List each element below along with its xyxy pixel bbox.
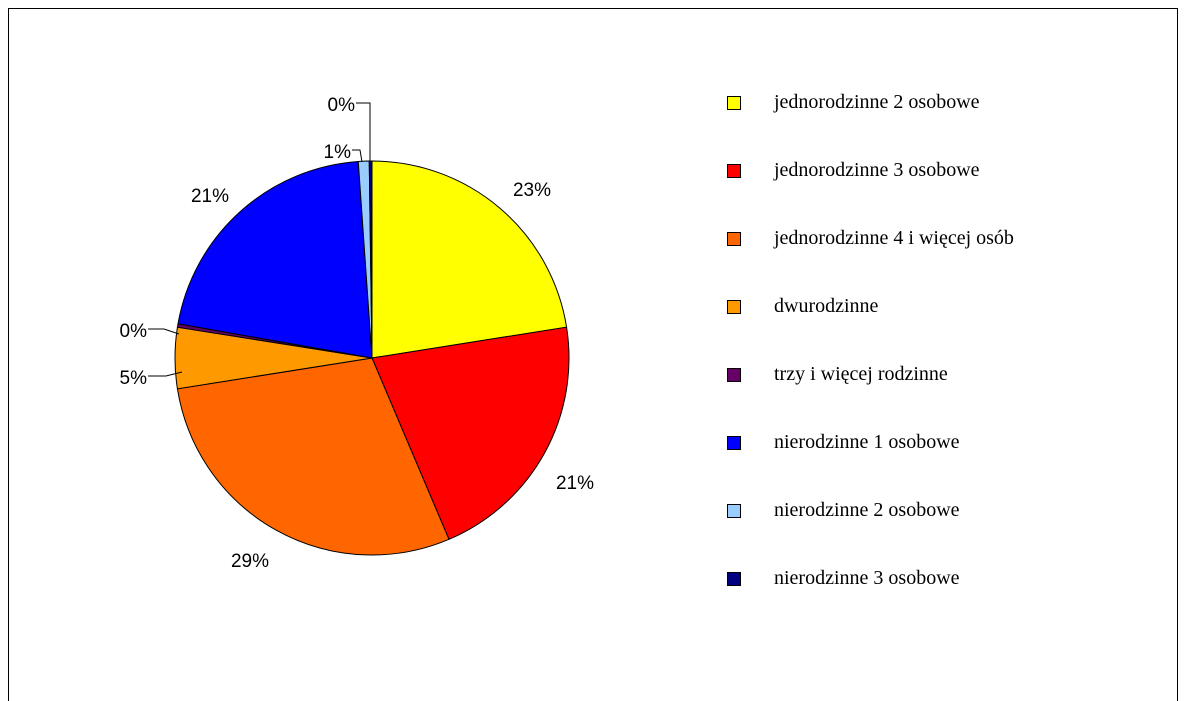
data-label-1: 23% — [513, 180, 551, 201]
legend-label: nierodzinne 3 osobowe — [774, 567, 960, 589]
legend-label: jednorodzinne 2 osobowe — [774, 91, 980, 113]
legend-label: trzy i więcej rodzinne — [774, 363, 948, 385]
data-label-2: 21% — [556, 473, 594, 494]
data-label-4: 5% — [120, 368, 148, 389]
data-label-5: 0% — [120, 321, 148, 342]
legend-swatch — [727, 300, 741, 314]
leader-line-4 — [148, 371, 183, 377]
legend: jednorodzinne 2 osobowe jednorodzinne 3 o… — [720, 88, 1160, 632]
legend-swatch — [727, 96, 741, 110]
legend-item: jednorodzinne 2 osobowe — [720, 88, 1160, 156]
pie-slice-3 — [176, 357, 450, 556]
pie-slice-2 — [371, 326, 570, 540]
legend-swatch — [727, 572, 741, 586]
legend-label: nierodzinne 2 osobowe — [774, 499, 960, 521]
pie-slice-6 — [177, 160, 373, 359]
legend-label: jednorodzinne 4 i więcej osób — [774, 227, 1014, 249]
data-label-8: 0% — [328, 95, 356, 116]
legend-item: nierodzinne 1 osobowe — [720, 428, 1160, 496]
legend-swatch — [727, 504, 741, 518]
legend-item: nierodzinne 2 osobowe — [720, 496, 1160, 564]
pie-slice-8 — [368, 160, 373, 359]
data-label-7: 1% — [324, 142, 352, 163]
leader-line-8 — [356, 102, 371, 161]
legend-item: dwurodzinne — [720, 292, 1160, 360]
legend-swatch — [727, 164, 741, 178]
legend-label: jednorodzinne 3 osobowe — [774, 159, 980, 181]
legend-item: trzy i więcej rodzinne — [720, 360, 1160, 428]
legend-item: nierodzinne 3 osobowe — [720, 564, 1160, 632]
pie-slice-1 — [371, 160, 568, 359]
legend-label: dwurodzinne — [774, 295, 879, 317]
legend-swatch — [727, 436, 741, 450]
legend-item: jednorodzinne 3 osobowe — [720, 156, 1160, 224]
data-label-6: 21% — [191, 186, 229, 207]
legend-label: nierodzinne 1 osobowe — [774, 431, 960, 453]
data-label-3: 29% — [231, 551, 269, 572]
legend-item: jednorodzinne 4 i więcej osób — [720, 224, 1160, 292]
leader-line-5 — [148, 328, 180, 335]
legend-swatch — [727, 368, 741, 382]
leader-line-7 — [352, 149, 363, 163]
legend-swatch — [727, 232, 741, 246]
